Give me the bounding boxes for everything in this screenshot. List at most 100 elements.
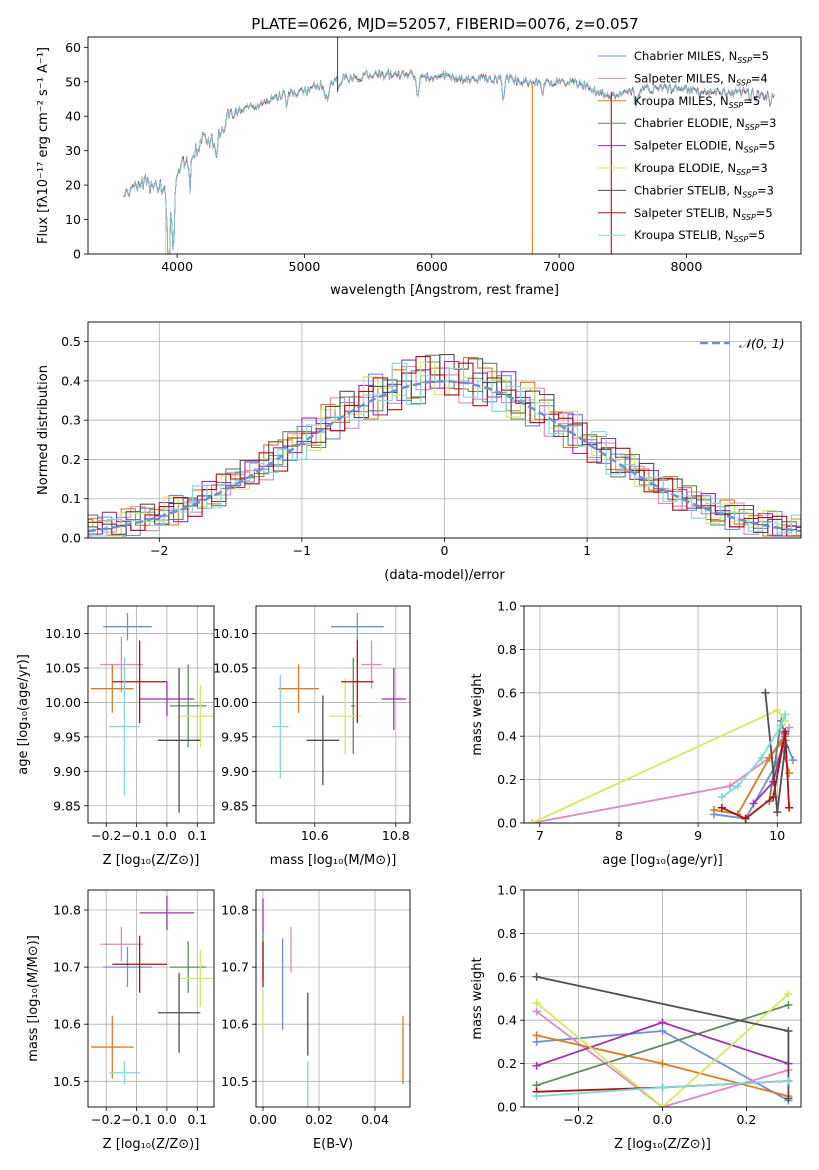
z-age-frame xyxy=(87,605,215,824)
y-tick-label: 10.8 xyxy=(221,902,249,917)
y-tick-label: 10.05 xyxy=(213,661,249,676)
spectrum-y-axis-label: Flux [fλ10⁻¹⁷ erg cm⁻² s⁻¹ A⁻¹] xyxy=(36,47,51,244)
z-age-plot-area xyxy=(91,612,214,813)
errorbar-salpeter-miles xyxy=(361,640,382,689)
residuals-plot-area xyxy=(88,354,801,537)
errorbar-salpeter-stelib xyxy=(112,935,167,993)
y-tick-label: 10.5 xyxy=(53,1074,81,1089)
x-tick-label: −0.2 xyxy=(91,828,121,843)
errorbar-salpeter-elodie xyxy=(139,895,195,930)
y-tick-label: 9.95 xyxy=(221,729,249,744)
legend-entry: Salpeter MILES, NSSP=4 xyxy=(634,71,768,87)
x-tick-label: 7000 xyxy=(543,259,575,274)
weights-marker xyxy=(741,814,750,823)
x-tick-label: −2 xyxy=(150,543,168,558)
x-tick-label: 7 xyxy=(536,828,544,843)
y-tick-label: 0.8 xyxy=(497,926,517,941)
y-tick-label: 10.00 xyxy=(213,695,249,710)
weights-marker xyxy=(717,803,726,812)
y-tick-label: 10.10 xyxy=(45,626,81,641)
z-weights-x-axis-label: Z [log₁₀(Z/Z⊙)] xyxy=(614,1137,711,1152)
errorbar-kroupa-miles xyxy=(278,664,319,713)
errorbar-salpeter-stelib xyxy=(341,640,374,724)
spectrum-series-kroupa-stelib xyxy=(123,69,775,254)
y-tick-label: 0.4 xyxy=(497,1013,517,1028)
x-tick-label: −1 xyxy=(293,543,311,558)
z-age-y-axis-label: age [log₁₀(age/yr)] xyxy=(16,654,31,775)
x-tick-label: 0.0 xyxy=(157,828,177,843)
z-mass-y-axis-label: mass [log₁₀(M/M⊙)] xyxy=(26,935,41,1062)
x-tick-label: 10.6 xyxy=(301,828,329,843)
weights-marker xyxy=(532,1031,541,1040)
legend-entry: Kroupa STELIB, NSSP=5 xyxy=(634,228,765,244)
y-tick-label: 20 xyxy=(65,178,81,193)
errorbar-kroupa-stelib xyxy=(109,657,140,796)
y-tick-label: 1.0 xyxy=(497,883,517,898)
weights-marker xyxy=(784,1076,793,1085)
histogram-chabrier-stelib xyxy=(88,354,801,535)
weights-marker xyxy=(658,1103,667,1107)
legend-entry: Salpeter STELIB, NSSP=5 xyxy=(634,206,773,222)
ebv-mass-panel: 0.00 0.02 0.04 10.5 10.6 10.7 10.8 E(B-V) xyxy=(221,889,411,1152)
z-weights-frame xyxy=(523,889,802,1108)
weights-marker xyxy=(532,972,541,981)
z-mass-plot-area xyxy=(91,895,214,1085)
y-tick-label: 0.5 xyxy=(61,334,81,349)
y-tick-label: 0.4 xyxy=(497,729,517,744)
residuals-panel: −2 −1 0 1 2 0.0 0.1 0.2 0.3 0.4 0.5 (data-model)/er… xyxy=(36,321,802,583)
weights-line xyxy=(536,993,790,1107)
ebv-mass-axes: 0.00 0.02 0.04 10.5 10.6 10.7 10.8 E(B-V) xyxy=(221,889,411,1152)
errorbar-chabrier-elodie xyxy=(351,657,356,755)
x-tick-label: −0.1 xyxy=(121,1112,151,1127)
y-tick-label: 0.4 xyxy=(61,373,81,388)
x-tick-label: −0.2 xyxy=(563,1112,593,1127)
weights-marker xyxy=(769,792,778,801)
errorbar-salpeter-miles xyxy=(100,637,143,693)
legend-entry: Chabrier ELODIE, NSSP=3 xyxy=(634,116,776,132)
weights-marker xyxy=(658,1018,667,1027)
y-tick-label: 30 xyxy=(65,143,81,158)
spectrum-plot-area xyxy=(123,37,775,254)
x-tick-label: 0.04 xyxy=(361,1112,389,1127)
z-mass-panel: −0.2 −0.1 0.0 0.1 10.5 10.6 10.7 10.8 Z [log₁₀(Z… xyxy=(26,889,215,1152)
mass-age-x-axis-label: mass [log₁₀(M/M⊙)] xyxy=(270,853,397,868)
y-tick-label: 0 xyxy=(73,247,81,262)
legend-entry: Chabrier MILES, NSSP=5 xyxy=(634,49,769,65)
weights-marker xyxy=(781,727,790,736)
errorbar-chabrier-miles xyxy=(330,612,384,641)
legend-entry: 𝒩(0, 1) xyxy=(739,336,785,351)
weights-marker xyxy=(784,1027,793,1036)
errorbar-kroupa-miles xyxy=(91,664,134,713)
weights-marker xyxy=(784,1001,793,1010)
legend-entry: Kroupa MILES, NSSP=5 xyxy=(634,94,760,110)
weights-marker xyxy=(761,688,770,697)
y-tick-label: 0.1 xyxy=(61,491,81,506)
weights-salpeter-stelib xyxy=(717,727,794,823)
errorbar-kroupa-elodie xyxy=(328,678,362,755)
y-tick-label: 10.6 xyxy=(53,1017,81,1032)
figure-title: PLATE=0626, MJD=52057, FIBERID=0076, z=0… xyxy=(251,15,638,33)
y-tick-label: 0.0 xyxy=(497,816,517,831)
x-tick-label: 0.1 xyxy=(187,828,207,843)
y-tick-label: 10.8 xyxy=(53,902,81,917)
ebv-mass-plot-area xyxy=(262,898,404,1107)
x-tick-label: 5000 xyxy=(289,259,321,274)
weights-marker xyxy=(749,799,758,808)
errorbar-salpeter-elodie xyxy=(139,681,195,717)
spectrum-x-axis-label: wavelength [Angstrom, rest frame] xyxy=(330,283,559,298)
y-tick-label: 0.2 xyxy=(61,452,81,467)
legend-entry: Chabrier STELIB, NSSP=3 xyxy=(634,183,774,199)
errorbar-kroupa-stelib xyxy=(109,1061,140,1085)
y-tick-label: 9.85 xyxy=(53,798,81,813)
weights-marker xyxy=(789,756,798,765)
weights-marker xyxy=(658,1083,667,1092)
residuals-y-axis-label: Normed distribution xyxy=(36,365,51,495)
residuals-frame xyxy=(87,321,802,539)
ebv-mass-x-axis-label: E(B-V) xyxy=(313,1137,353,1152)
errorbar-kroupa-stelib xyxy=(272,674,289,779)
mass-age-plot-area xyxy=(272,612,406,786)
mass-age-axes: 10.6 10.8 9.85 9.90 9.95 10.00 10.05 10.10 mass … xyxy=(213,605,411,868)
z-weights-y-axis-label: mass weight xyxy=(470,957,485,1039)
errorbar-kroupa-elodie xyxy=(179,685,214,748)
y-tick-label: 10 xyxy=(65,212,81,227)
